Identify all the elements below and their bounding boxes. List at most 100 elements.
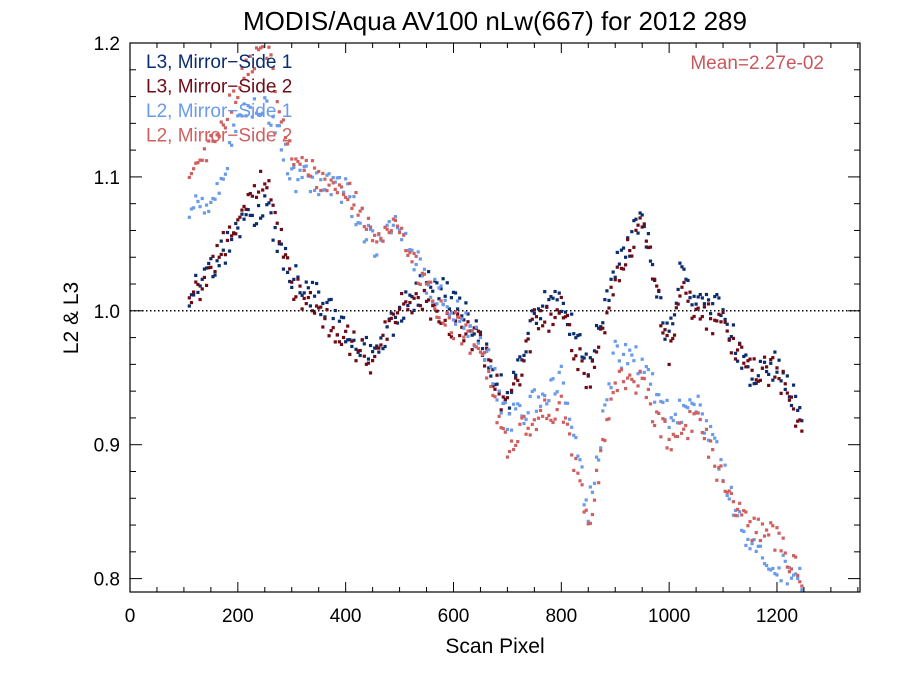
data-point bbox=[371, 239, 375, 243]
data-point bbox=[402, 316, 406, 320]
data-point bbox=[368, 227, 373, 231]
data-point bbox=[578, 479, 582, 483]
data-point bbox=[329, 178, 333, 182]
data-point bbox=[520, 416, 524, 420]
data-point bbox=[476, 329, 480, 333]
data-point bbox=[375, 344, 379, 348]
data-point bbox=[518, 403, 522, 408]
data-point bbox=[189, 207, 194, 211]
data-point bbox=[256, 190, 261, 194]
data-point bbox=[777, 566, 781, 570]
data-point bbox=[671, 336, 675, 341]
data-point bbox=[678, 261, 682, 265]
data-point bbox=[576, 471, 580, 475]
data-point bbox=[267, 201, 271, 205]
data-point bbox=[495, 398, 499, 402]
data-point bbox=[621, 267, 626, 271]
data-point bbox=[474, 345, 478, 349]
legend-entry-3: L2, Mirror−Side 1 bbox=[146, 101, 292, 122]
data-point bbox=[424, 282, 429, 286]
data-point bbox=[263, 96, 267, 100]
data-point bbox=[630, 353, 634, 357]
data-point bbox=[368, 343, 373, 348]
data-point bbox=[611, 351, 615, 355]
data-point bbox=[271, 115, 275, 119]
data-point bbox=[418, 282, 422, 286]
data-point bbox=[466, 312, 470, 316]
data-point bbox=[221, 123, 225, 127]
data-point bbox=[746, 359, 750, 363]
data-point bbox=[230, 237, 234, 242]
data-point bbox=[464, 332, 468, 336]
data-point bbox=[626, 238, 630, 242]
data-point bbox=[572, 332, 576, 336]
data-point bbox=[435, 281, 439, 285]
data-point bbox=[393, 214, 398, 219]
data-point bbox=[580, 359, 584, 363]
data-point bbox=[688, 290, 692, 294]
data-point bbox=[350, 206, 354, 211]
data-point bbox=[223, 126, 227, 130]
data-point bbox=[597, 345, 601, 349]
data-point bbox=[553, 289, 557, 294]
data-point bbox=[493, 395, 497, 399]
data-point bbox=[223, 261, 227, 265]
data-point bbox=[234, 232, 238, 236]
data-point bbox=[526, 411, 530, 415]
data-point bbox=[227, 249, 232, 253]
data-point bbox=[690, 429, 694, 433]
data-point bbox=[308, 189, 313, 194]
data-point bbox=[762, 360, 767, 364]
data-point bbox=[605, 398, 609, 402]
data-point bbox=[285, 172, 290, 176]
data-point bbox=[200, 196, 204, 201]
data-point bbox=[489, 365, 493, 369]
data-point bbox=[507, 406, 512, 410]
y-tick-label: 1.0 bbox=[94, 302, 120, 323]
data-point bbox=[458, 319, 462, 324]
data-point bbox=[358, 353, 362, 358]
data-point bbox=[373, 354, 377, 359]
data-point bbox=[352, 330, 356, 334]
data-point bbox=[485, 376, 489, 380]
data-point bbox=[254, 111, 259, 115]
data-point bbox=[676, 287, 680, 292]
data-point bbox=[773, 572, 777, 576]
data-point bbox=[781, 553, 785, 557]
data-point bbox=[267, 179, 271, 183]
data-point bbox=[219, 120, 223, 124]
data-point bbox=[706, 302, 711, 306]
data-point bbox=[252, 97, 257, 101]
data-point bbox=[601, 326, 605, 330]
data-point bbox=[250, 194, 254, 198]
data-point bbox=[791, 407, 796, 411]
data-point bbox=[594, 455, 599, 459]
data-point bbox=[397, 228, 402, 232]
data-point bbox=[617, 369, 621, 373]
data-point bbox=[443, 323, 447, 327]
data-point bbox=[480, 347, 485, 351]
data-point bbox=[682, 280, 686, 285]
data-point bbox=[609, 386, 613, 390]
data-point bbox=[711, 432, 715, 437]
data-point bbox=[209, 200, 213, 205]
data-point bbox=[545, 416, 549, 421]
data-point bbox=[364, 227, 368, 231]
data-point bbox=[549, 312, 553, 316]
data-point bbox=[358, 209, 362, 213]
data-point bbox=[547, 413, 551, 417]
data-point bbox=[290, 285, 294, 290]
data-point bbox=[709, 439, 713, 443]
data-point bbox=[648, 245, 653, 249]
data-point bbox=[269, 123, 273, 127]
data-point bbox=[568, 332, 572, 336]
data-point bbox=[223, 172, 227, 176]
data-point bbox=[375, 253, 379, 257]
data-point bbox=[563, 416, 568, 420]
data-point bbox=[717, 312, 721, 316]
data-point bbox=[189, 293, 194, 297]
data-point bbox=[202, 275, 207, 280]
data-point bbox=[256, 113, 261, 117]
data-point bbox=[468, 329, 472, 333]
data-point bbox=[590, 359, 595, 363]
